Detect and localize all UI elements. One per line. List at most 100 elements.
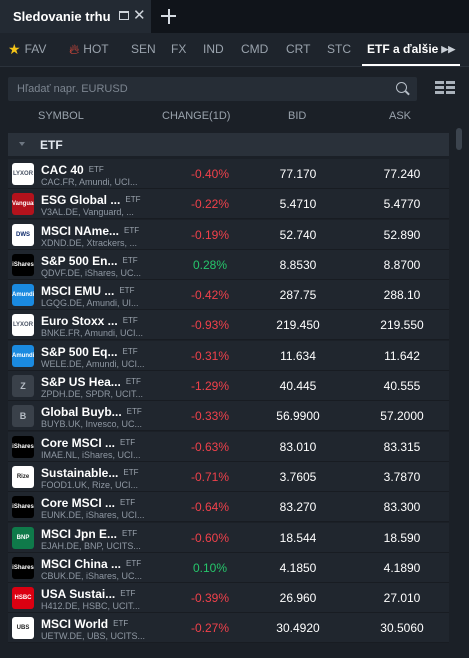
table-row[interactable]: BNP MSCI Jpn E... ETF EJAH.DE, BNP, UCITS..… <box>8 522 449 553</box>
table-row[interactable]: iShares Core MSCI ... ETF EUNK.DE, iShares,… <box>8 492 449 523</box>
table-row[interactable]: UBS MSCI World ETF UETW.DE, UBS, UCITS... -0… <box>8 613 449 644</box>
table-row[interactable]: Vanguard ESG Global ... ETF V3AL.DE, Vangua… <box>8 189 449 220</box>
ask-price[interactable]: 5.4770 <box>383 197 421 212</box>
issuer-logo-icon: iShares <box>12 496 34 519</box>
bid-price[interactable]: 5.4710 <box>279 197 317 212</box>
tab-hot[interactable]: 🔥︎ HOT <box>69 33 109 66</box>
bid-price[interactable]: 26.960 <box>279 591 317 606</box>
bid-price[interactable]: 219.450 <box>276 318 320 333</box>
tab-sen[interactable]: SEN <box>131 33 156 66</box>
bid-price[interactable]: 30.4920 <box>276 621 320 636</box>
ask-price[interactable]: 40.555 <box>383 379 421 394</box>
issuer-logo-icon: BNP <box>12 526 34 549</box>
bid-price[interactable]: 52.740 <box>279 227 317 242</box>
ask-price[interactable]: 288.10 <box>383 288 421 303</box>
ask-price[interactable]: 57.2000 <box>380 409 424 424</box>
bid-price[interactable]: 4.1850 <box>279 560 317 575</box>
issuer-logo-icon: Rize <box>12 465 34 488</box>
ask-price[interactable]: 8.8700 <box>383 257 421 272</box>
table-row[interactable]: Amundi MSCI EMU ... ETF LGQG.DE, Amundi, UI… <box>8 280 449 311</box>
bid-price[interactable]: 3.7605 <box>279 469 317 484</box>
search-icon[interactable] <box>396 82 407 93</box>
bid-price[interactable]: 56.9900 <box>276 409 320 424</box>
ask-price[interactable]: 4.1890 <box>383 560 421 575</box>
symbol-name: ESG Global ... ETF <box>41 193 161 207</box>
bid-price[interactable]: 77.170 <box>279 167 317 181</box>
tab-crt[interactable]: CRT <box>286 33 310 66</box>
col-symbol[interactable]: SYMBOL <box>38 110 84 122</box>
grid-view-button[interactable] <box>435 81 456 96</box>
asset-tag: ETF <box>122 528 138 538</box>
tab-label: FX <box>171 42 187 56</box>
bid-price[interactable]: 83.010 <box>279 439 317 454</box>
ask-price[interactable]: 27.010 <box>383 591 421 606</box>
col-bid[interactable]: BID <box>288 110 307 122</box>
symbol-label: MSCI NAme... <box>41 223 120 238</box>
table-row[interactable]: Z S&P US Hea... ETF ZPDH.DE, SPDR, UCIT... -… <box>8 371 449 402</box>
tab-ind[interactable]: IND <box>203 33 224 66</box>
ask-price[interactable]: 77.240 <box>383 167 421 181</box>
table-row[interactable]: Rize Sustainable... ETF FOOD1.UK, Rize, UCI… <box>8 461 449 492</box>
table-row[interactable]: LYXOR CAC 40 ETF CAC.FR, Amundi, UCI... -0.4… <box>8 159 449 189</box>
symbol-name: MSCI World ETF <box>41 617 161 631</box>
window-tab[interactable]: Sledovanie trhu ✕ <box>0 0 151 33</box>
search-input[interactable] <box>8 77 388 101</box>
group-header-etf[interactable]: ETF <box>8 133 449 156</box>
add-tab-button[interactable] <box>152 0 185 33</box>
bid-price[interactable]: 18.544 <box>279 530 317 545</box>
title-bar: Sledovanie trhu ✕ <box>0 0 469 33</box>
symbol-description: EJAH.DE, BNP, UCITS... <box>41 540 141 551</box>
symbol-name: MSCI EMU ... ETF <box>41 284 161 298</box>
bid-price[interactable]: 40.445 <box>279 379 317 394</box>
change-value: -0.42% <box>190 288 230 303</box>
tab-fx[interactable]: FX <box>171 33 186 66</box>
bid-price[interactable]: 11.634 <box>280 348 316 363</box>
table-row[interactable]: iShares MSCI China ... ETF CBUK.DE, iShares… <box>8 552 449 583</box>
instrument-list: LYXOR CAC 40 ETF CAC.FR, Amundi, UCI... -0.4… <box>8 159 449 644</box>
maximize-icon[interactable] <box>119 11 129 20</box>
symbol-name: S&P 500 En... ETF <box>41 254 161 268</box>
bid-price[interactable]: 287.75 <box>279 288 317 303</box>
asset-tag: ETF <box>88 165 104 174</box>
table-row[interactable]: HSBC USA Sustai... ETF H412.DE, HSBC, UCIT.… <box>8 583 449 614</box>
window-title: Sledovanie trhu <box>13 9 111 24</box>
close-icon[interactable]: ✕ <box>133 7 146 24</box>
col-change[interactable]: CHANGE(1D) <box>162 110 231 122</box>
table-row[interactable]: DWS MSCI NAme... ETF XDND.DE, Xtrackers, ..… <box>8 219 449 250</box>
bid-price[interactable]: 8.8530 <box>279 257 317 272</box>
tab-stc[interactable]: STC <box>327 33 351 66</box>
tab-label: FAV <box>24 42 47 56</box>
symbol-label: MSCI Jpn E... <box>41 526 118 541</box>
ask-price[interactable]: 30.5060 <box>380 621 424 636</box>
symbol-description: XDND.DE, Xtrackers, ... <box>41 237 138 248</box>
table-row[interactable]: Amundi S&P 500 Eq... ETF WELE.DE, Amundi, U… <box>8 340 449 371</box>
bid-price[interactable]: 83.270 <box>279 500 317 515</box>
ask-price[interactable]: 219.550 <box>380 318 424 333</box>
ask-price[interactable]: 3.7870 <box>383 469 421 484</box>
issuer-logo-icon: iShares <box>12 435 34 458</box>
ask-price[interactable]: 52.890 <box>383 227 421 242</box>
ask-price[interactable]: 83.315 <box>383 439 421 454</box>
group-name: ETF <box>40 138 63 152</box>
fire-icon: 🔥︎ <box>69 41 80 57</box>
ask-price[interactable]: 11.642 <box>384 348 420 363</box>
table-row[interactable]: LYXOR Euro Stoxx ... ETF BNKE.FR, Amundi, U… <box>8 310 449 341</box>
tab-fav[interactable]: ★ FAV <box>8 33 46 66</box>
symbol-description: LGQG.DE, Amundi, UI... <box>41 298 139 309</box>
table-row[interactable]: iShares S&P 500 En... ETF QDVF.DE, iShares,… <box>8 249 449 280</box>
col-ask[interactable]: ASK <box>389 110 412 122</box>
tab-label: STC <box>327 42 351 56</box>
symbol-name: S&P US Hea... ETF <box>41 375 161 389</box>
table-row[interactable]: B Global Buyb... ETF BUYB.UK, Invesco, UC..… <box>8 401 449 432</box>
tab-label: CRT <box>286 42 311 56</box>
tab-etf[interactable]: ETF a ďalšie ▶▶ <box>362 33 461 66</box>
symbol-description: BNKE.FR, Amundi, UCI... <box>41 328 144 339</box>
issuer-logo-icon: LYXOR <box>12 163 34 185</box>
table-row[interactable]: iShares Core MSCI ... ETF IMAE.NL, iShares,… <box>8 431 449 462</box>
issuer-logo-icon: Z <box>12 375 34 398</box>
tab-label: HOT <box>83 42 109 56</box>
ask-price[interactable]: 18.590 <box>383 530 421 545</box>
ask-price[interactable]: 83.300 <box>383 500 421 515</box>
scrollbar[interactable] <box>456 128 462 150</box>
tab-cmd[interactable]: CMD <box>241 33 268 66</box>
